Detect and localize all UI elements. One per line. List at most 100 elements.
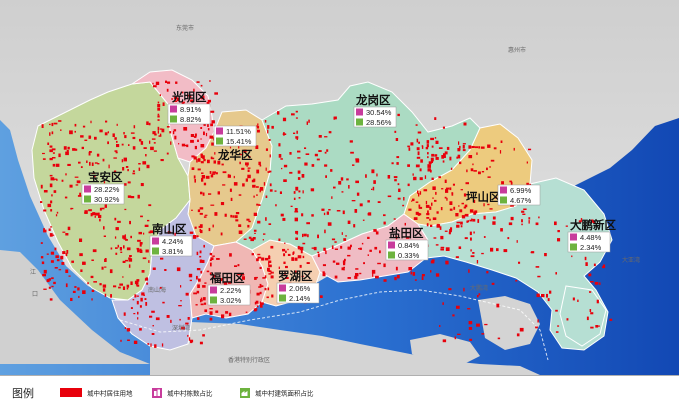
village-land-patch xyxy=(203,302,207,305)
village-land-patch xyxy=(43,209,47,212)
village-land-patch xyxy=(157,126,160,131)
village-land-patch xyxy=(252,237,256,240)
village-land-patch xyxy=(427,156,429,159)
village-land-patch xyxy=(322,264,326,267)
village-land-patch xyxy=(192,235,197,239)
village-land-patch xyxy=(456,221,461,224)
village-land-patch xyxy=(145,154,147,157)
village-land-patch xyxy=(207,99,211,103)
village-land-patch xyxy=(144,298,147,300)
village-land-patch xyxy=(137,194,140,199)
village-land-patch xyxy=(212,224,214,228)
village-land-patch xyxy=(62,231,66,233)
village-land-patch xyxy=(133,313,136,315)
village-land-patch xyxy=(508,222,513,226)
village-land-patch xyxy=(56,179,58,181)
village-land-patch xyxy=(289,171,293,174)
village-land-patch xyxy=(259,164,262,167)
village-land-patch xyxy=(43,229,47,233)
building-count-icon xyxy=(170,105,177,113)
village-land-patch xyxy=(555,331,559,333)
village-land-patch xyxy=(228,312,232,316)
village-land-patch xyxy=(150,146,154,151)
village-land-patch xyxy=(430,270,432,273)
village-land-patch xyxy=(199,212,203,215)
village-land-patch xyxy=(307,234,309,238)
stat-box-longgang xyxy=(353,106,397,128)
village-land-patch xyxy=(425,204,430,208)
village-land-patch xyxy=(200,270,203,274)
village-land-patch xyxy=(213,160,216,164)
village-land-patch xyxy=(408,208,412,211)
village-land-patch xyxy=(468,155,473,159)
village-land-patch xyxy=(174,100,178,102)
village-land-patch xyxy=(495,196,497,199)
label-dapeng-bay: 大鹏湾 xyxy=(470,284,488,292)
village-land-patch xyxy=(538,216,540,219)
village-land-patch xyxy=(78,295,80,298)
district-name-baoan: 宝安区 xyxy=(88,170,123,184)
village-land-patch xyxy=(78,161,81,164)
village-land-patch xyxy=(371,188,373,190)
village-land-patch xyxy=(221,278,223,281)
village-land-patch xyxy=(193,156,197,160)
village-land-patch xyxy=(255,308,258,311)
village-land-patch xyxy=(203,297,206,301)
village-land-patch xyxy=(115,227,119,231)
village-land-patch xyxy=(174,232,176,237)
village-land-patch xyxy=(107,141,109,145)
village-land-patch xyxy=(124,327,127,329)
village-land-patch xyxy=(151,333,155,335)
building-count-pct-pingshan: 6.99% xyxy=(510,186,532,195)
village-land-patch xyxy=(209,272,212,275)
village-land-patch xyxy=(446,146,450,150)
village-land-patch xyxy=(535,326,538,329)
village-land-patch xyxy=(303,233,307,237)
village-land-patch xyxy=(102,158,105,162)
village-land-patch xyxy=(359,203,363,207)
village-land-patch xyxy=(544,253,547,257)
village-land-patch xyxy=(149,230,154,234)
village-land-patch xyxy=(457,154,461,159)
village-land-patch xyxy=(143,147,147,149)
village-land-patch xyxy=(446,197,448,201)
village-land-patch xyxy=(209,135,214,139)
village-land-patch xyxy=(246,218,250,221)
village-land-patch xyxy=(267,125,270,129)
village-land-patch xyxy=(112,133,115,137)
village-land-patch xyxy=(464,237,468,240)
village-land-patch xyxy=(324,136,328,138)
village-land-patch xyxy=(435,273,440,277)
village-land-patch xyxy=(450,167,453,170)
village-land-patch xyxy=(98,212,100,216)
village-land-patch xyxy=(367,254,369,256)
hk-island xyxy=(410,334,480,366)
village-land-patch xyxy=(457,148,461,152)
village-land-patch xyxy=(155,317,160,321)
village-land-patch xyxy=(206,101,210,106)
stat-box-futian xyxy=(207,284,251,306)
village-land-patch xyxy=(584,256,587,261)
village-land-patch xyxy=(43,269,47,274)
district-labels-layer: 光明区8.91%8.82%龙华区11.51%15.41%龙岗区30.54%28.… xyxy=(81,90,616,306)
village-land-patch xyxy=(298,190,301,193)
village-land-patch xyxy=(435,140,439,144)
village-land-patch xyxy=(282,248,286,252)
village-land-patch xyxy=(122,260,126,263)
village-land-patch xyxy=(468,327,473,330)
village-land-patch xyxy=(393,176,398,179)
village-land-patch xyxy=(277,111,280,115)
village-land-patch xyxy=(259,266,262,269)
village-land-patch xyxy=(443,153,446,157)
village-land-patch xyxy=(416,147,420,151)
village-land-patch xyxy=(54,247,57,251)
building-count-icon xyxy=(570,233,577,241)
village-land-patch xyxy=(98,214,102,218)
village-land-patch xyxy=(377,201,381,203)
village-land-patch xyxy=(470,237,472,241)
village-land-patch xyxy=(557,230,560,233)
village-land-patch xyxy=(209,80,211,82)
